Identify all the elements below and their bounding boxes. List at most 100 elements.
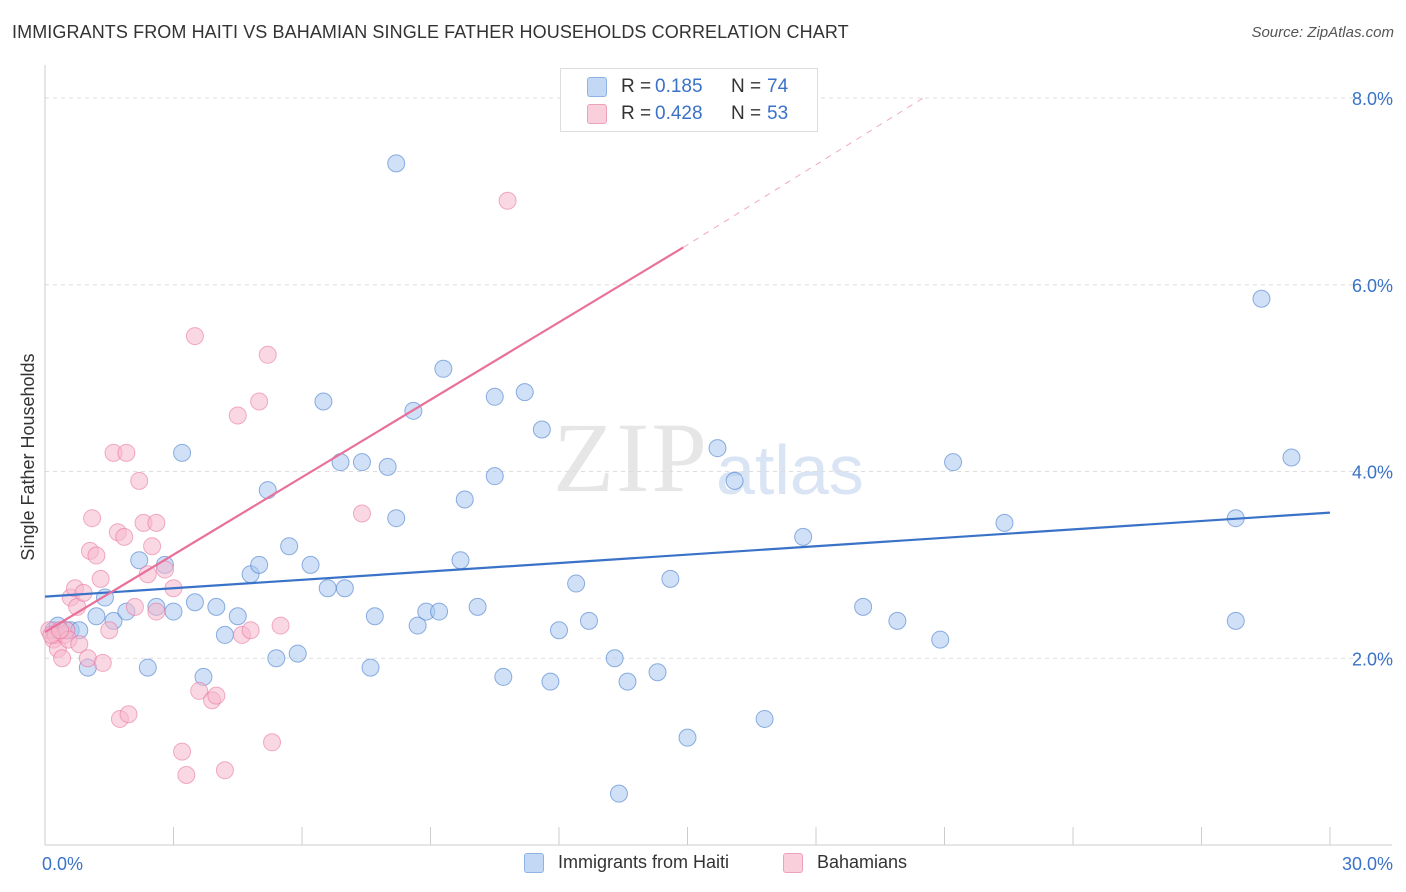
haiti-point bbox=[854, 597, 873, 616]
legend-r-value: 0.185 bbox=[655, 76, 703, 97]
bahamians-point bbox=[185, 327, 204, 346]
bahamians-point bbox=[115, 527, 134, 546]
bahamians-point bbox=[215, 761, 234, 780]
bahamians-point bbox=[250, 392, 269, 411]
legend-n-value: 74 bbox=[767, 76, 789, 97]
haiti-point bbox=[1252, 289, 1271, 308]
y-tick-label: 2.0% bbox=[1352, 649, 1393, 669]
bahamians-point bbox=[498, 191, 517, 210]
watermark-atlas: atlas bbox=[716, 431, 864, 509]
series-legend: Immigrants from Haiti Bahamians bbox=[0, 852, 1406, 878]
series-legend-label: Bahamians bbox=[817, 852, 908, 872]
haiti-point bbox=[280, 537, 299, 556]
legend-r-value: 0.428 bbox=[655, 103, 703, 124]
series-swatch-bahamians bbox=[783, 852, 803, 873]
y-tick-label: 8.0% bbox=[1352, 89, 1393, 109]
bahamians-point bbox=[177, 765, 196, 784]
haiti-point bbox=[87, 607, 106, 626]
haiti-point bbox=[361, 658, 380, 677]
haiti-point bbox=[532, 420, 551, 439]
bahamians-point bbox=[125, 597, 144, 616]
haiti-point bbox=[365, 607, 384, 626]
haiti-point bbox=[755, 709, 774, 728]
haiti-point bbox=[267, 649, 286, 668]
haiti-point bbox=[352, 453, 371, 472]
series-legend-label: Immigrants from Haiti bbox=[558, 852, 730, 872]
haiti-point bbox=[387, 154, 406, 173]
bahamians-point bbox=[117, 443, 136, 462]
haiti-point bbox=[494, 667, 513, 686]
haiti-point bbox=[173, 443, 192, 462]
bahamians-point bbox=[87, 546, 106, 565]
haiti-point bbox=[130, 551, 149, 570]
haiti-point bbox=[215, 625, 234, 644]
source-label: Source: ZipAtlas.com bbox=[1251, 24, 1394, 41]
y-tick-label: 6.0% bbox=[1352, 276, 1393, 296]
haiti-point bbox=[579, 611, 598, 630]
bahamians-point bbox=[100, 621, 119, 640]
bahamians-point bbox=[258, 345, 277, 364]
haiti-point bbox=[485, 467, 504, 486]
haiti-point bbox=[301, 555, 320, 574]
haiti-trend-line bbox=[44, 511, 1331, 598]
haiti-point bbox=[185, 593, 204, 612]
haiti-point bbox=[434, 359, 453, 378]
bahamians-point bbox=[93, 653, 112, 672]
legend-n-value: 53 bbox=[767, 103, 789, 124]
bahamians-point bbox=[147, 513, 166, 532]
haiti-point bbox=[228, 607, 247, 626]
haiti-point bbox=[1282, 448, 1301, 467]
bahamians-point bbox=[228, 406, 247, 425]
haiti-point bbox=[1226, 611, 1245, 630]
haiti-point bbox=[408, 616, 427, 635]
bahamians-point bbox=[207, 686, 226, 705]
haiti-point bbox=[207, 597, 226, 616]
haiti-point bbox=[609, 784, 628, 803]
haiti-point bbox=[331, 453, 350, 472]
haiti-point bbox=[618, 672, 637, 691]
bahamians-point bbox=[263, 733, 282, 752]
haiti-point bbox=[541, 672, 560, 691]
legend-swatch-bahamians bbox=[587, 104, 607, 124]
watermark-zip: ZIP bbox=[553, 402, 709, 513]
haiti-point bbox=[888, 611, 907, 630]
haiti-point bbox=[387, 509, 406, 528]
legend-n-label: N = bbox=[731, 103, 762, 124]
haiti-point bbox=[605, 649, 624, 668]
haiti-point bbox=[164, 602, 183, 621]
bahamians-point bbox=[53, 649, 72, 668]
series-legend-bahamians: Bahamians bbox=[783, 852, 907, 873]
y-tick-label: 4.0% bbox=[1352, 463, 1393, 483]
bahamians-point bbox=[130, 471, 149, 490]
haiti-point bbox=[678, 728, 697, 747]
haiti-point bbox=[485, 387, 504, 406]
bahamians-point bbox=[91, 569, 110, 588]
chart-title: IMMIGRANTS FROM HAITI VS BAHAMIAN SINGLE… bbox=[12, 22, 849, 42]
haiti-point bbox=[451, 551, 470, 570]
series-legend-haiti: Immigrants from Haiti bbox=[524, 852, 729, 873]
haiti-point bbox=[314, 392, 333, 411]
haiti-point bbox=[335, 579, 354, 598]
haiti-point bbox=[794, 527, 813, 546]
bahamians-trend-line bbox=[44, 246, 684, 634]
bahamians-point bbox=[173, 742, 192, 761]
bahamians-point bbox=[241, 621, 260, 640]
haiti-point bbox=[931, 630, 950, 649]
bahamians-point bbox=[83, 509, 102, 528]
legend-swatch-haiti bbox=[587, 77, 607, 97]
haiti-point bbox=[995, 513, 1014, 532]
x-tick-label: 0.0% bbox=[42, 854, 83, 874]
legend-row-haiti: R = 0.185 N = 74 bbox=[587, 74, 788, 100]
haiti-point bbox=[250, 555, 269, 574]
legend-row-bahamians: R = 0.428 N = 53 bbox=[587, 101, 788, 127]
haiti-point bbox=[138, 658, 157, 677]
bahamians-point bbox=[143, 537, 162, 556]
haiti-point bbox=[550, 621, 568, 640]
haiti-point bbox=[944, 453, 963, 472]
haiti-point bbox=[515, 383, 534, 402]
haiti-point bbox=[318, 579, 337, 598]
haiti-point bbox=[567, 574, 586, 593]
haiti-point bbox=[468, 597, 487, 616]
haiti-point bbox=[258, 481, 277, 500]
